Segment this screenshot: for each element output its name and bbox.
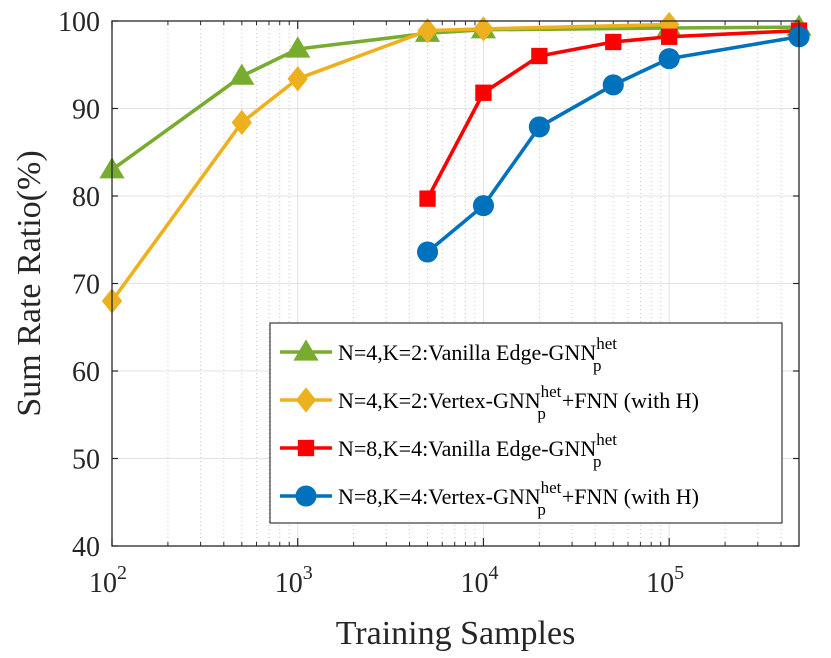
- data-point: [472, 195, 495, 217]
- legend-entry-4: N=8,K=4:Vertex-GNNhet p+FNN (with H): [280, 478, 699, 519]
- data-point: [287, 66, 308, 92]
- series-3: [419, 22, 808, 207]
- data-point: [417, 18, 438, 44]
- legend-label: N=8,K=4:Vertex-GNNhet p+FNN (with H): [338, 478, 699, 519]
- y-tick-label: 90: [72, 95, 100, 126]
- data-point: [658, 48, 680, 70]
- series-line: [426, 34, 800, 254]
- legend-marker: [295, 387, 317, 413]
- legend-label: N=8,K=4:Vanilla Edge-GNNhet p: [338, 430, 617, 471]
- legend-entry-2: N=4,K=2:Vertex-GNNhet p+FNN (with H): [280, 382, 699, 423]
- y-tick-label: 80: [72, 182, 100, 213]
- y-tick-label: 50: [72, 445, 100, 476]
- plot-frame: [111, 20, 800, 547]
- data-point: [605, 33, 622, 51]
- legend-label: N=4,K=2:Vertex-GNNhet p+FNN (with H): [338, 382, 699, 423]
- y-axis-label: Sum Rate Ratio(%): [11, 150, 48, 416]
- legend-entry-1: N=4,K=2:Vanilla Edge-GNNhet p: [280, 334, 617, 375]
- legend: N=4,K=2:Vanilla Edge-GNNhet p N=4,K=2:Vert…: [269, 322, 783, 524]
- series-4: [416, 26, 810, 263]
- legend-marker: [297, 439, 315, 457]
- legend-box: [269, 322, 783, 524]
- data-point: [419, 190, 436, 207]
- data-series: [99, 11, 812, 314]
- x-tick-label: 102: [89, 562, 127, 599]
- series-line: [425, 28, 800, 200]
- axis-ticks: 40 50 60 70 80 90 100 102 103 104 105: [58, 7, 800, 599]
- data-point: [602, 74, 624, 96]
- data-point: [285, 36, 311, 58]
- series-1: [99, 14, 812, 179]
- data-point: [416, 241, 439, 263]
- x-tick-label: 103: [275, 562, 313, 599]
- data-point: [528, 116, 550, 138]
- data-point: [231, 109, 253, 136]
- data-point: [531, 47, 548, 65]
- y-tick-label: 70: [72, 270, 100, 301]
- series-2: [101, 11, 680, 314]
- data-point: [475, 84, 492, 101]
- x-tick-label: 104: [460, 562, 498, 599]
- x-axis-label: Training Samples: [336, 615, 576, 652]
- legend-label: N=4,K=2:Vanilla Edge-GNNhet p: [338, 334, 617, 375]
- data-point: [661, 28, 678, 45]
- y-tick-label: 100: [58, 7, 100, 38]
- legend-marker: [293, 339, 319, 361]
- y-tick-label: 60: [72, 357, 100, 388]
- data-point: [229, 63, 255, 85]
- y-tick-label: 40: [72, 532, 100, 563]
- x-tick-label: 105: [646, 562, 684, 599]
- legend-entry-3: N=8,K=4:Vanilla Edge-GNNhet p: [280, 430, 617, 471]
- data-point: [473, 16, 494, 42]
- legend-marker: [295, 485, 317, 507]
- series-line: [110, 22, 670, 303]
